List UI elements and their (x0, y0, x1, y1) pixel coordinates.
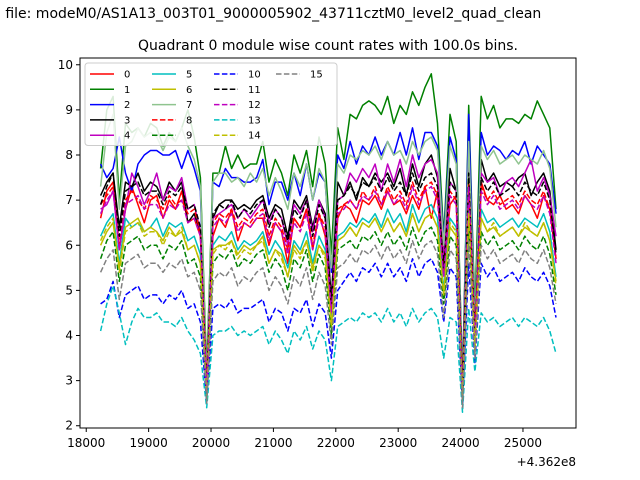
y-tick-label: 8 (65, 148, 73, 162)
x-tick-label: 24000 (441, 436, 479, 450)
y-tick-label: 10 (58, 58, 73, 72)
y-tick-label: 4 (65, 329, 73, 343)
y-tick-label: 6 (65, 238, 73, 252)
legend-label-12: 12 (248, 100, 261, 111)
y-tick-label: 9 (65, 103, 73, 117)
figure-suptitle: n file: modeM0/AS1A13_003T01_9000005902_… (0, 6, 541, 22)
legend-label-7: 7 (186, 100, 192, 111)
legend-label-14: 14 (248, 131, 261, 142)
x-tick-label: 25000 (504, 436, 542, 450)
legend-label-2: 2 (124, 100, 130, 111)
series-line-14 (99, 212, 557, 400)
x-tick-label: 18000 (67, 436, 105, 450)
plot-frame (79, 57, 577, 429)
y-tick-label: 7 (65, 193, 73, 207)
x-tick-label: 22000 (317, 436, 355, 450)
x-tick-label: 21000 (254, 436, 292, 450)
legend-label-1: 1 (124, 85, 130, 96)
series-line-15 (99, 239, 557, 409)
legend-label-15: 15 (310, 70, 323, 81)
series-line-10 (100, 258, 557, 404)
legend-label-0: 0 (124, 70, 130, 81)
legend-label-3: 3 (124, 115, 130, 126)
legend-label-13: 13 (248, 115, 261, 126)
legend-label-4: 4 (124, 131, 130, 142)
y-tick-label: 5 (65, 283, 73, 297)
legend-label-9: 9 (186, 131, 192, 142)
legend-label-10: 10 (248, 70, 261, 81)
x-tick-label: 20000 (192, 436, 230, 450)
y-tick-label: 2 (65, 419, 73, 433)
series-line-12 (99, 185, 557, 395)
legend-label-8: 8 (186, 115, 192, 126)
series-line-13 (99, 285, 557, 413)
legend-label-6: 6 (186, 85, 192, 96)
y-tick-label: 3 (65, 374, 73, 388)
x-tick-label: 19000 (130, 436, 168, 450)
chart-title: Quadrant 0 module wise count rates with … (138, 38, 518, 54)
legend-label-11: 11 (248, 85, 261, 96)
axes-layer: 18000 19000 20000 21000 22000 23000 24000 25000… (58, 58, 542, 450)
legend-label-5: 5 (186, 70, 192, 81)
x-tick-label: 23000 (379, 436, 417, 450)
x-offset-label: +4.362e8 (517, 455, 576, 469)
legend-frame (84, 62, 338, 146)
